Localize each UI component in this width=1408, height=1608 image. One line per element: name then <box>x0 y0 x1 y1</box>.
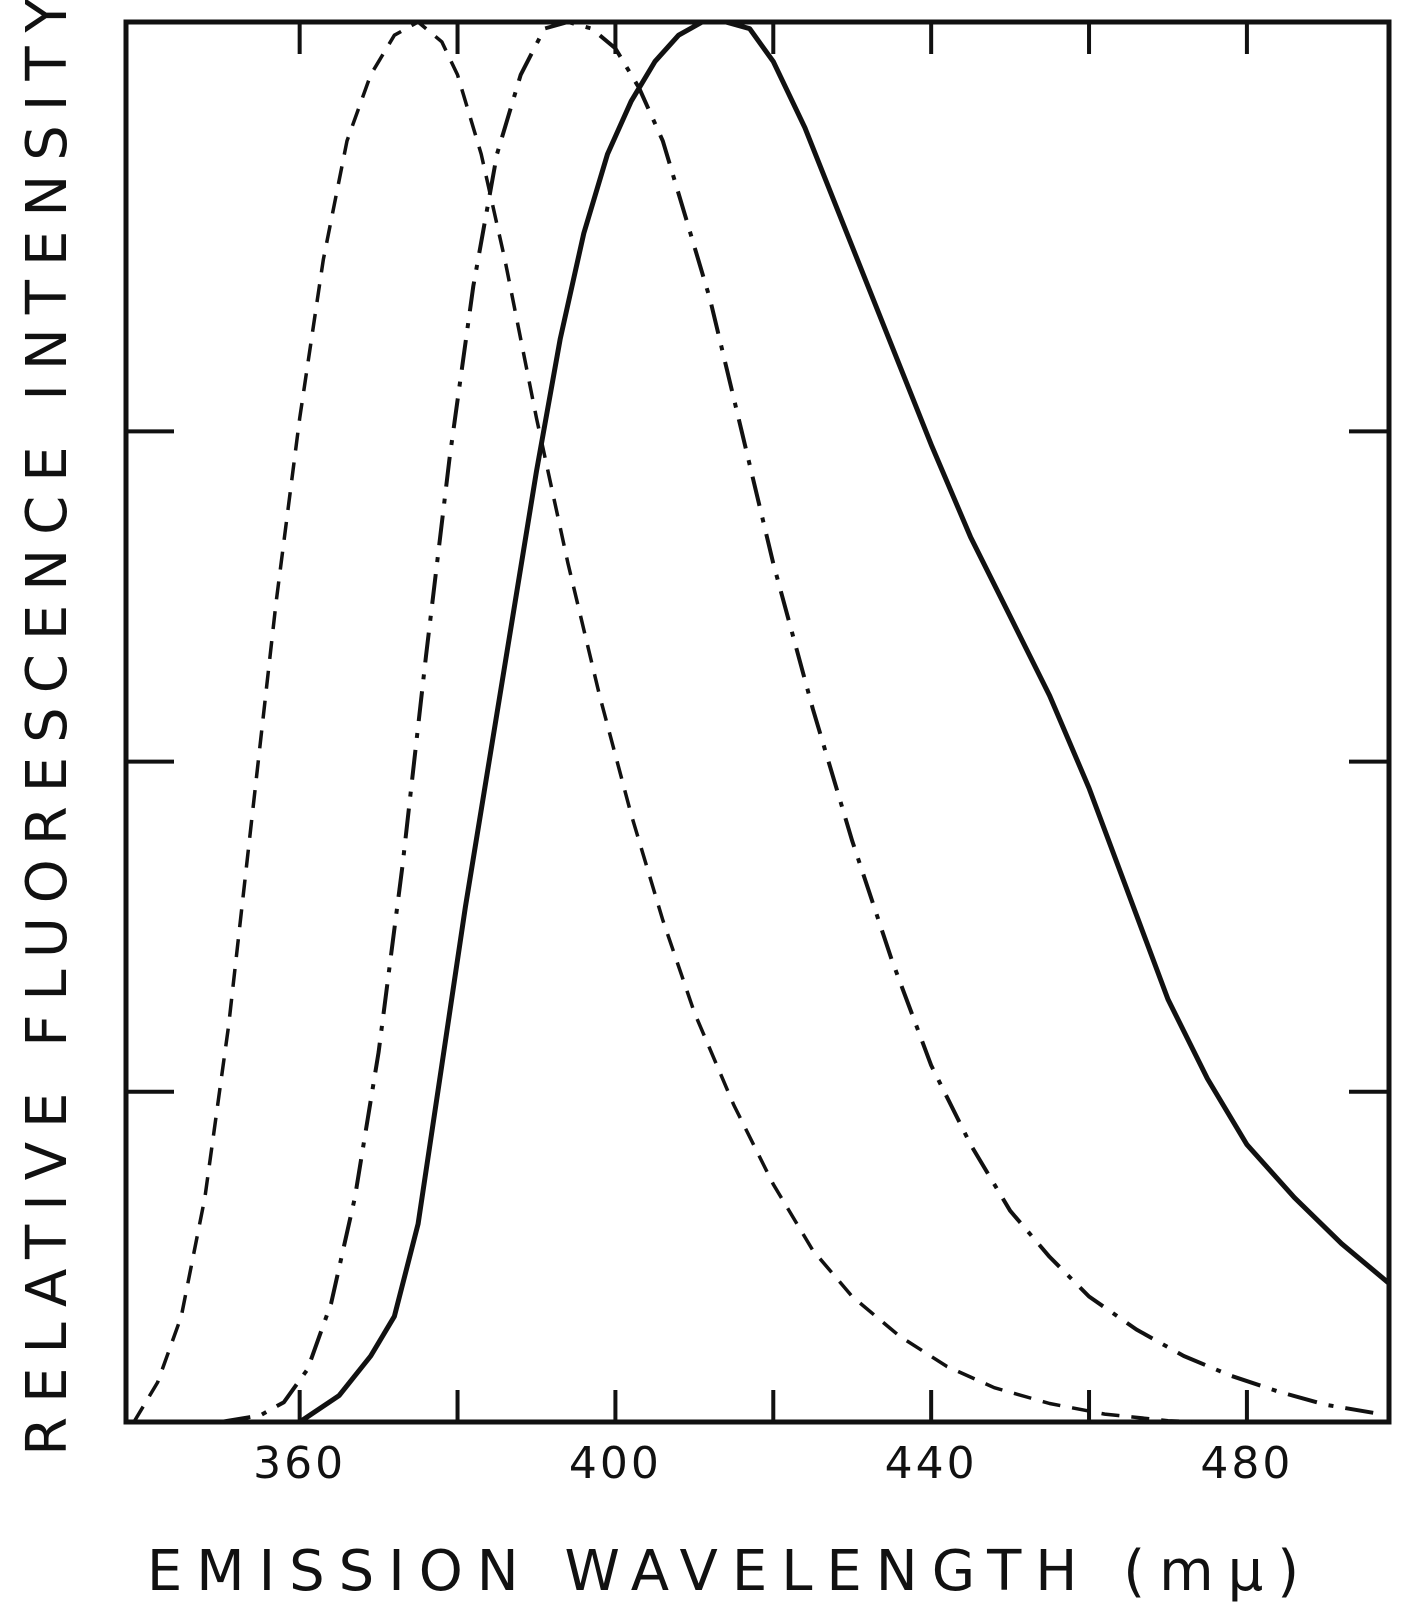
series-line-dash-dot <box>220 20 1374 1424</box>
x-tick-label-480: 480 <box>1200 1438 1293 1489</box>
x-tick-label-400: 400 <box>569 1438 662 1489</box>
series-group <box>132 19 1391 1425</box>
axis-ticks <box>126 22 1389 1422</box>
x-tick-label-360: 360 <box>253 1438 346 1489</box>
x-tick-labels: 360 400 440 480 <box>253 1438 1293 1489</box>
series-line-dashed <box>132 20 1200 1424</box>
x-axis-title: EMISSION WAVELENGTH (mμ) <box>147 1539 1313 1604</box>
y-axis-title: RELATIVE FLUORESCENCE INTENSITY <box>15 0 80 1456</box>
series-line-solid <box>298 19 1391 1425</box>
x-tick-label-440: 440 <box>885 1438 978 1489</box>
plot-frame <box>123 19 1392 1425</box>
